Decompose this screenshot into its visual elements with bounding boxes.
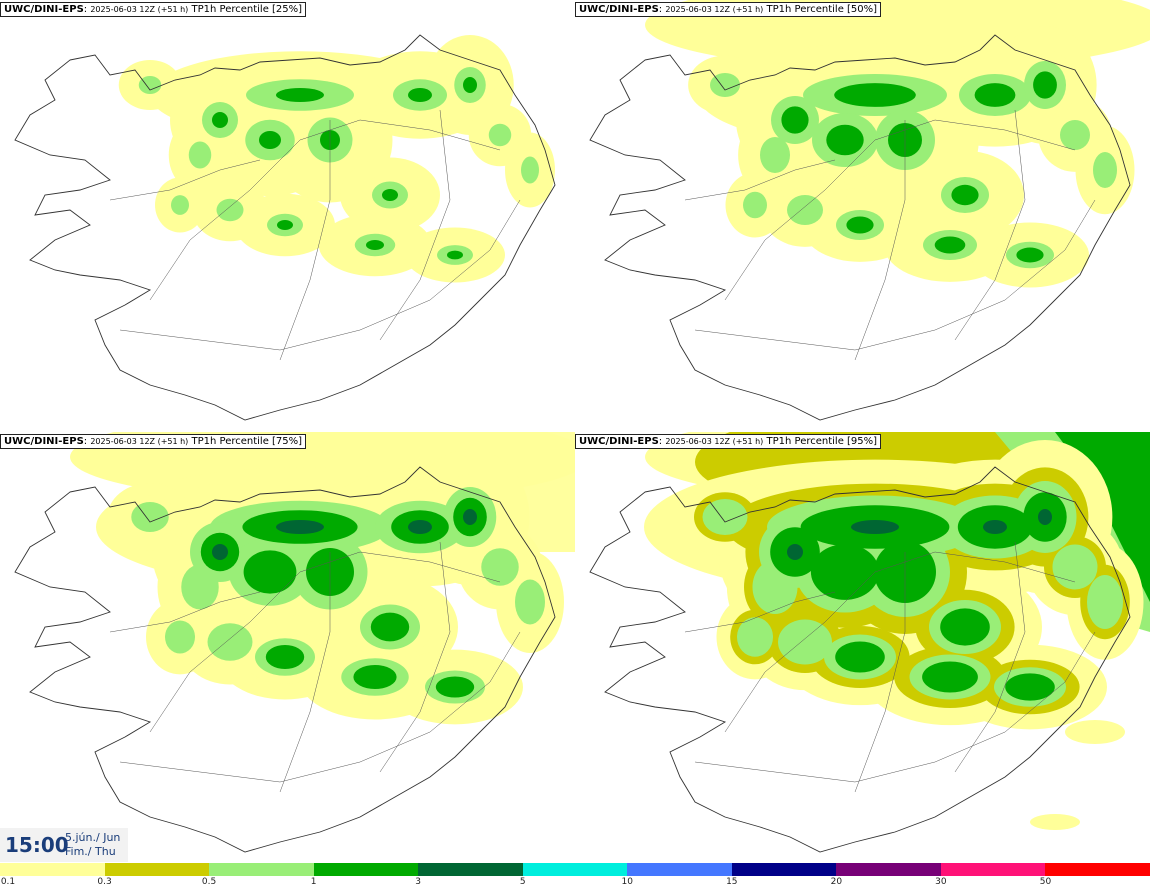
legend-label: 5	[519, 877, 526, 887]
precip-map-p95	[589, 432, 1150, 853]
color-scale-labels: 0.1 0.3 0.5 1 3 5 10 15 20 30 50	[0, 876, 1150, 891]
panel-title-p25: UWC/DINI-EPS: 2025-06-03 12Z (+51 h) TP1…	[0, 2, 307, 17]
legend-label: 3	[415, 877, 422, 887]
color-scale-bar	[0, 863, 1150, 876]
panel-title-p75: UWC/DINI-EPS: 2025-06-03 12Z (+51 h) TP1…	[0, 434, 307, 449]
legend-swatch	[522, 863, 628, 876]
panel-title-p95: UWC/DINI-EPS: 2025-06-03 12Z (+51 h) TP1…	[575, 434, 882, 449]
legend-label: 20	[830, 877, 843, 887]
valid-time-box: 15:00 5.jún./ Jun Fim./ Thu	[0, 828, 128, 862]
valid-date: 5.jún./ Jun	[65, 831, 121, 844]
precip-map-p50	[589, 0, 1150, 421]
legend-swatch	[1045, 863, 1150, 876]
legend-swatch	[731, 863, 837, 876]
legend-label: 1	[310, 877, 317, 887]
panel-title-p50: UWC/DINI-EPS: 2025-06-03 12Z (+51 h) TP1…	[575, 2, 882, 17]
valid-weekday: Fim./ Thu	[65, 845, 116, 858]
legend-label: 15	[726, 877, 738, 887]
legend-swatch	[0, 863, 105, 876]
legend-label: 0.1	[0, 877, 16, 887]
precip-map-p75	[14, 432, 575, 853]
legend-swatch	[418, 863, 523, 876]
map-panel-p95: UWC/DINI-EPS: 2025-06-03 12Z (+51 h) TP1…	[575, 432, 1150, 862]
legend-swatch	[104, 863, 210, 876]
legend-label: 0.3	[97, 877, 112, 887]
legend-label: 0.5	[201, 877, 217, 887]
map-panel-p75: UWC/DINI-EPS: 2025-06-03 12Z (+51 h) TP1…	[0, 432, 575, 862]
legend-swatch	[313, 863, 419, 876]
valid-hour: 15:00	[5, 833, 69, 857]
legend-label: 50	[1039, 877, 1052, 887]
legend-swatch	[836, 863, 941, 876]
map-panel-p25: UWC/DINI-EPS: 2025-06-03 12Z (+51 h) TP1…	[0, 0, 575, 430]
legend-swatch	[940, 863, 1046, 876]
legend-swatch	[627, 863, 732, 876]
map-panel-p50: UWC/DINI-EPS: 2025-06-03 12Z (+51 h) TP1…	[575, 0, 1150, 430]
legend-label: 30	[935, 877, 947, 887]
legend-swatch	[209, 863, 314, 876]
legend-label: 10	[621, 877, 633, 887]
precip-map-p25	[14, 34, 556, 421]
